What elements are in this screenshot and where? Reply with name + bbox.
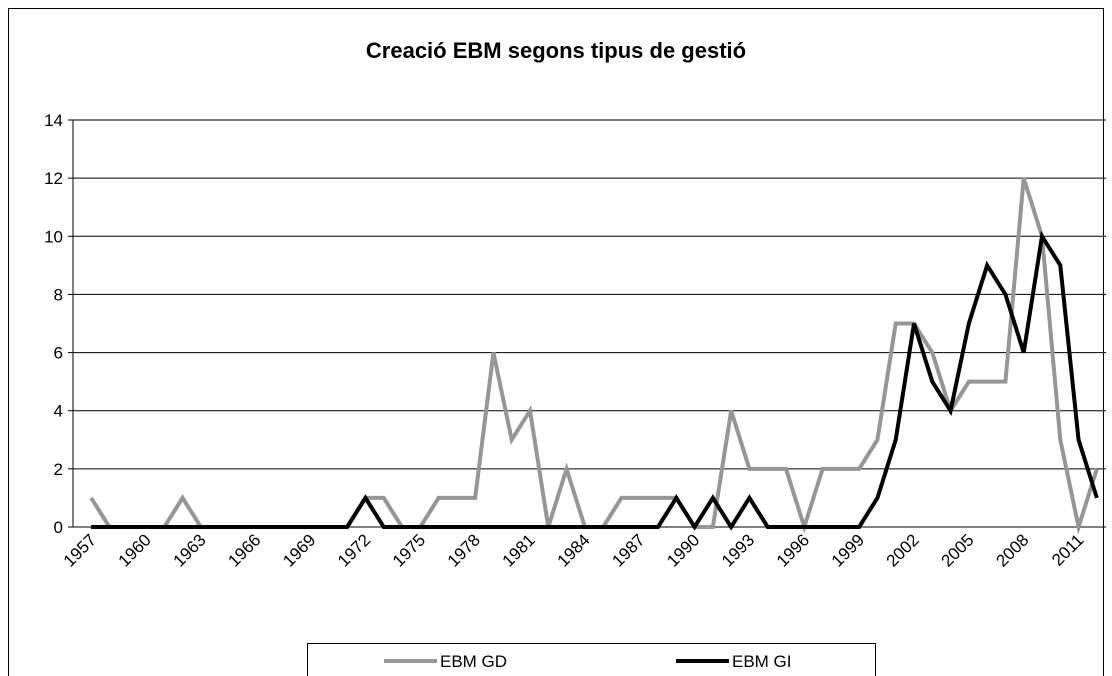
chart-border [8,8,1104,676]
chart-title: Creació EBM segons tipus de gestió [366,38,746,63]
y-tick-label: 4 [54,402,63,421]
y-tick-label: 12 [44,169,63,188]
data-line [91,230,1099,531]
y-tick-label: 6 [54,344,63,363]
y-tick-label: 10 [44,227,63,246]
y-tick-label: 2 [54,460,63,479]
y-tick-label: 0 [54,518,63,537]
y-tick-label: 8 [54,285,63,304]
legend-label: EBM GI [732,652,792,671]
y-tick-label: 14 [44,111,63,130]
legend-label: EBM GD [440,652,507,671]
